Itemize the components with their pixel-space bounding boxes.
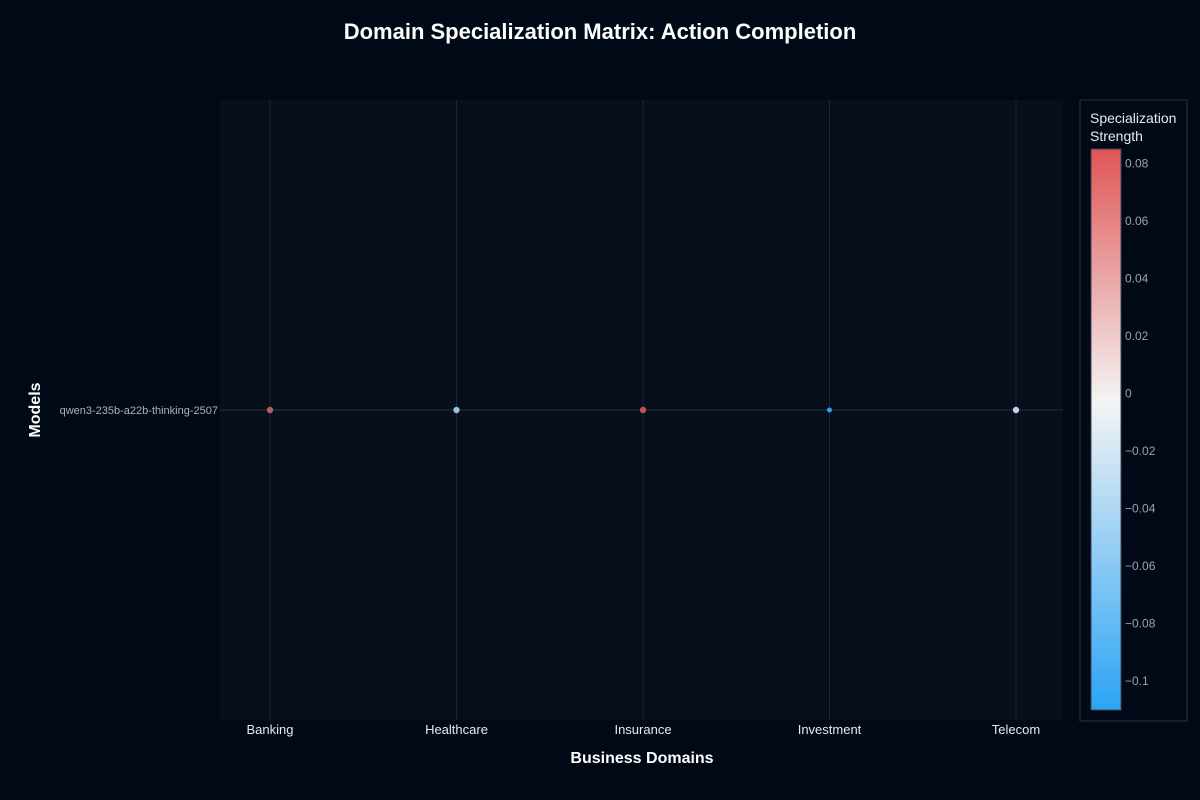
colorbar-tick-label: −0.02: [1125, 444, 1156, 458]
colorbar-tick-label: −0.08: [1125, 617, 1156, 631]
x-tick-label: Insurance: [614, 722, 671, 737]
colorbar-tick-label: 0: [1125, 387, 1132, 401]
colorbar-ticks: 0.08 0.06 0.04 0.02 0 −0.02 −0.04 −0.06 −0.08 −0.…: [1125, 156, 1156, 688]
x-axis-title: Business Domains: [570, 750, 713, 767]
x-tick-label: Banking: [247, 722, 294, 737]
x-tick-label: Telecom: [992, 722, 1040, 737]
colorbar-tick-label: −0.06: [1125, 559, 1156, 573]
data-point: [1012, 406, 1020, 414]
data-points: [266, 406, 1020, 414]
colorbar-tick-label: 0.08: [1125, 156, 1149, 170]
y-tick-labels: qwen3-235b-a22b-thinking-2507: [60, 405, 218, 417]
colorbar-tick-label: −0.04: [1125, 502, 1156, 516]
colorbar: Specialization Strength 0.08 0.06 0.04 0.02…: [1079, 99, 1188, 722]
colorbar-tick-label: −0.1: [1125, 674, 1149, 688]
colorbar-tick-label: 0.02: [1125, 329, 1149, 343]
data-point: [639, 406, 647, 414]
x-tick-labels: Banking Healthcare Insurance Investment Tele…: [247, 722, 1041, 737]
colorbar-frame: [1079, 99, 1188, 722]
colorbar-tick-label: 0.04: [1125, 271, 1149, 285]
colorbar-title-line-2: Strength: [1090, 128, 1143, 144]
x-tick-label: Healthcare: [425, 722, 488, 737]
colorbar-tick-label: 0.06: [1125, 214, 1149, 228]
chart-title: Domain Specialization Matrix: Action Com…: [344, 19, 857, 44]
x-tick-label: Investment: [798, 722, 862, 737]
colorbar-gradient: [1090, 148, 1122, 711]
data-point: [827, 407, 832, 413]
colorbar-title-line-1: Specialization: [1090, 110, 1176, 126]
y-tick-label: qwen3-235b-a22b-thinking-2507: [60, 405, 218, 417]
data-point: [453, 406, 460, 414]
data-point: [266, 406, 274, 414]
y-axis-title: Models: [27, 382, 44, 437]
